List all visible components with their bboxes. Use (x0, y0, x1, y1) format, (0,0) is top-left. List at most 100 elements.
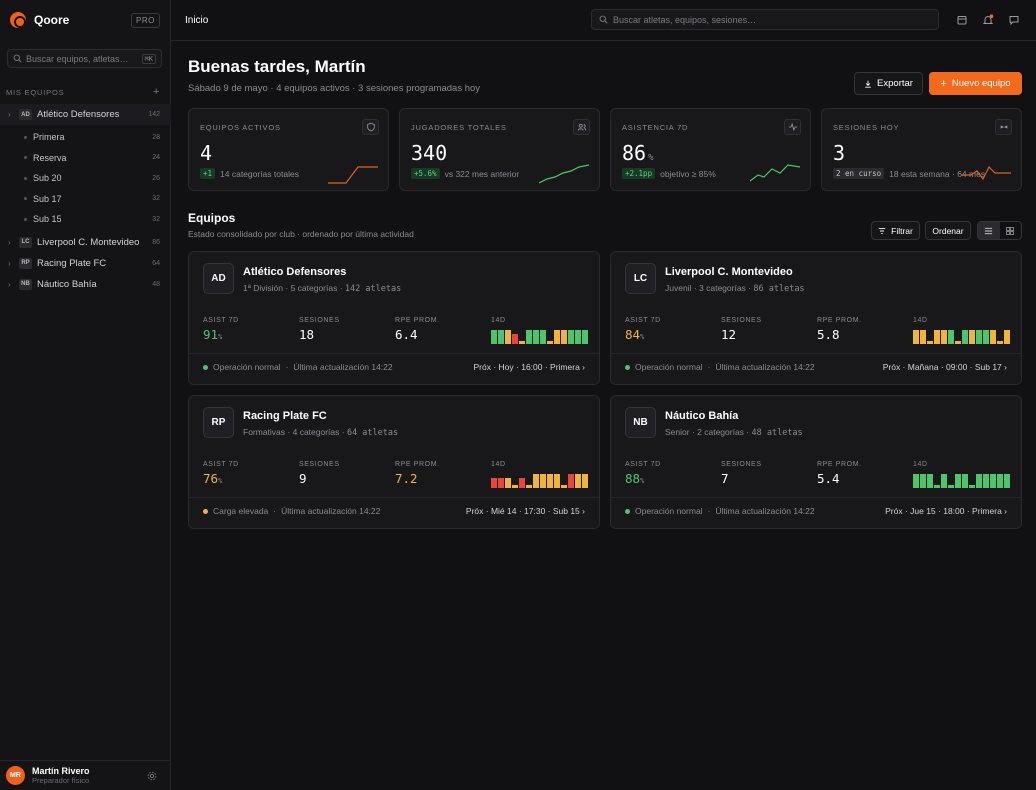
sidebar-team-lc[interactable]: › LC Liverpool C. Montevideo 86 (0, 232, 171, 253)
next-session-text: Próx · Mié 14 · 17:30 · Sub 15 (465, 506, 580, 516)
filter-button[interactable]: Filtrar (871, 221, 920, 240)
global-search-input[interactable]: Buscar atletas, equipos, sesiones… (591, 9, 939, 30)
metric-sesiones: SESIONES 18 (299, 317, 340, 342)
stat-card-1[interactable]: JUGADORES TOTALES 340 +5.6% vs 322 mes ante… (399, 108, 600, 191)
next-session[interactable]: Próx · Hoy · 16:00 · Primera › (474, 362, 585, 372)
filter-icon (878, 227, 886, 234)
sidebar-category-1[interactable]: Reserva 24 (0, 148, 171, 169)
load-bar (927, 340, 933, 344)
sparkline (961, 165, 1011, 181)
metric-value: 76% (203, 471, 239, 486)
shield-icon (362, 119, 379, 135)
load-bar (547, 473, 553, 488)
next-session-text: Próx · Hoy · 16:00 · Primera (473, 362, 580, 372)
load-bar (554, 329, 560, 344)
metric-label: ASIST 7D (625, 461, 661, 468)
metric-number: 84 (625, 327, 641, 342)
category-count: 32 (152, 195, 160, 203)
load-bar (512, 484, 518, 488)
avatar: MR (6, 766, 25, 785)
chevron-right-icon: › (8, 237, 11, 247)
gear-icon[interactable] (147, 771, 157, 781)
list-view-icon[interactable] (978, 222, 1000, 239)
export-button[interactable]: Exportar (854, 72, 923, 95)
team-name[interactable]: Liverpool C. Montevideo (665, 266, 793, 278)
stat-card-0[interactable]: EQUIPOS ACTIVOS 4 +1 14 categorías totales (188, 108, 389, 191)
next-session[interactable]: Próx · Mañana · 09:00 · Sub 17 › (883, 362, 1007, 372)
percent-unit: % (640, 333, 645, 341)
brand[interactable]: Qoore (10, 12, 69, 28)
metric-label: ASIST 7D (625, 317, 661, 324)
team-card-ad[interactable]: AD Atlético Defensores 1ª División · 5 cat… (188, 251, 600, 385)
metric-label: RPE PROM. (395, 461, 440, 468)
sidebar-search-input[interactable]: Buscar equipos, atletas… ⌘K (7, 49, 162, 68)
stat-label: JUGADORES TOTALES (411, 123, 507, 132)
load-bar (913, 473, 919, 488)
new-team-button[interactable]: + Nuevo equipo (929, 72, 1022, 95)
bullet-icon (24, 217, 27, 221)
metric-d14: 14D (491, 461, 506, 468)
team-card-lc[interactable]: LC Liverpool C. Montevideo Juvenil · 3 cat… (610, 251, 1022, 385)
grid-view-icon[interactable] (1000, 222, 1022, 239)
stat-card-3[interactable]: SESIONES HOY 3 2 en curso 18 esta semana · … (821, 108, 1022, 191)
metric-number: 12 (721, 327, 737, 342)
metric-value: 6.4 (395, 327, 440, 342)
view-toggle (977, 221, 1022, 240)
bullet-icon (24, 176, 27, 180)
load-bar (568, 329, 574, 344)
global-search-placeholder: Buscar atletas, equipos, sesiones… (613, 14, 757, 25)
activity-icon (784, 119, 801, 135)
add-team-icon[interactable]: + (153, 86, 160, 98)
sidebar-category-2[interactable]: Sub 20 26 (0, 168, 171, 189)
card-divider (611, 497, 1021, 498)
team-name[interactable]: Náutico Bahía (665, 410, 739, 422)
message-icon[interactable] (1008, 14, 1020, 26)
user-role: Preparador físico (32, 776, 90, 785)
team-name[interactable]: Atlético Defensores (243, 266, 347, 278)
team-name[interactable]: Racing Plate FC (243, 410, 327, 422)
bullet-icon (24, 197, 27, 201)
sidebar-category-4[interactable]: Sub 15 32 (0, 209, 171, 230)
stat-card-2[interactable]: ASISTENCIA 7D 86% +2.1pp objetivo ≥ 85% (610, 108, 811, 191)
sidebar-team-ad[interactable]: › AD Atlético Defensores 142 (0, 104, 171, 125)
team-tree: › AD Atlético Defensores 142 Primera 28 Reserv… (0, 104, 171, 295)
team-categories: 2 categorías (697, 427, 744, 437)
stat-footer: +2.1pp objetivo ≥ 85% (622, 168, 716, 179)
user-profile[interactable]: MR Martín Rivero Preparador físico (0, 760, 171, 790)
team-card-rp[interactable]: RP Racing Plate FC Formativas · 4 categorí… (188, 395, 600, 529)
stat-delta-badge: +5.6% (411, 168, 440, 179)
team-status: Operación normal · Última actualización … (625, 506, 815, 516)
metric-asist: ASIST 7D 88% (625, 461, 661, 486)
next-session[interactable]: Próx · Jue 15 · 18:00 · Primera › (885, 506, 1007, 516)
load-bars-14d (913, 328, 1010, 344)
sidebar-team-nb[interactable]: › NB Náutico Bahía 48 (0, 274, 171, 295)
stat-value: 3 (833, 141, 847, 165)
breadcrumb[interactable]: Inicio (185, 15, 209, 26)
load-bar (526, 329, 532, 344)
team-division: Formativas (243, 427, 286, 437)
team-count: 64 (152, 259, 160, 267)
load-bar (561, 484, 567, 488)
load-bar (955, 473, 961, 488)
stat-number: 340 (411, 141, 448, 165)
calendar-icon[interactable] (956, 14, 968, 26)
load-bars-14d (491, 472, 588, 488)
metric-number: 91 (203, 327, 219, 342)
sidebar-team-rp[interactable]: › RP Racing Plate FC 64 (0, 253, 171, 274)
card-divider (189, 497, 599, 498)
section-label: MIS EQUIPOS (6, 88, 65, 97)
metric-rpe: RPE PROM. 6.4 (395, 317, 440, 342)
load-bar (976, 473, 982, 488)
sidebar-category-0[interactable]: Primera 28 (0, 127, 171, 148)
team-abbr: NB (19, 278, 32, 290)
load-bar (505, 329, 511, 344)
sidebar-category-3[interactable]: Sub 17 32 (0, 189, 171, 210)
metric-asist: ASIST 7D 91% (203, 317, 239, 342)
team-badge: NB (625, 407, 656, 438)
team-card-nb[interactable]: NB Náutico Bahía Senior · 2 categorías · 4… (610, 395, 1022, 529)
metric-label: SESIONES (299, 317, 340, 324)
next-session[interactable]: Próx · Mié 14 · 17:30 · Sub 15 › (466, 506, 585, 516)
sort-button[interactable]: Ordenar (925, 221, 971, 240)
bell-icon[interactable] (982, 14, 994, 26)
last-update: Última actualización 14:22 (715, 362, 815, 372)
